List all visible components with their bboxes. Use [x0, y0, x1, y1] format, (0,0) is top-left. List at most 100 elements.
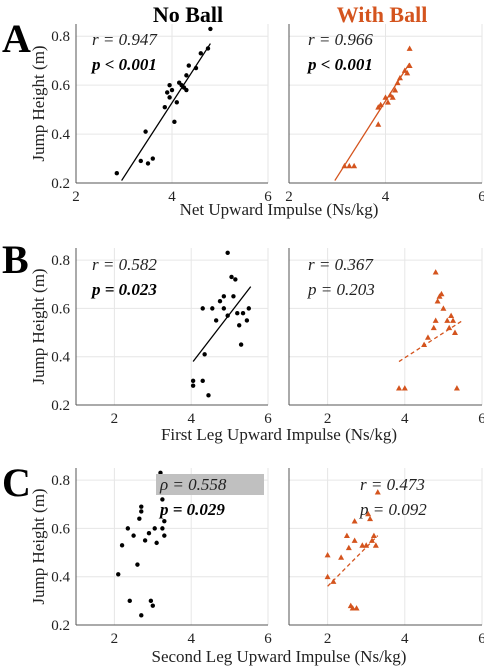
data-point — [404, 69, 411, 76]
data-point — [396, 74, 403, 81]
data-point — [206, 393, 211, 398]
data-point — [384, 99, 391, 105]
data-point — [351, 162, 358, 169]
stat-r-value: r = 0.947 — [92, 30, 158, 49]
data-point — [389, 94, 396, 100]
data-point — [382, 94, 389, 100]
data-point — [387, 91, 394, 98]
data-point — [341, 162, 348, 169]
data-point — [190, 383, 196, 388]
x-tick-label: 4 — [401, 411, 409, 427]
data-point — [210, 306, 215, 311]
data-point — [244, 318, 250, 323]
stat-p-value: p < 0.001 — [306, 55, 373, 74]
data-point — [365, 510, 372, 517]
data-point — [346, 162, 353, 169]
data-point — [392, 87, 399, 93]
x-tick-label: 2 — [72, 189, 80, 205]
data-point — [143, 129, 148, 134]
data-point — [351, 518, 358, 524]
x-tick-label: 2 — [324, 411, 332, 427]
y-tick-label: 0.2 — [51, 176, 70, 192]
data-point — [330, 578, 337, 584]
data-point — [186, 63, 191, 68]
data-point — [200, 378, 205, 384]
data-point — [174, 100, 179, 105]
x-tick-label: 4 — [187, 631, 195, 647]
data-point — [345, 544, 352, 551]
data-point — [246, 306, 251, 311]
data-point — [401, 67, 408, 73]
data-point — [450, 317, 457, 323]
data-point — [200, 306, 205, 311]
data-point — [116, 572, 121, 577]
data-point — [240, 311, 246, 316]
data-point — [368, 537, 375, 543]
y-tick-label: 0.8 — [51, 29, 70, 45]
data-point — [231, 294, 236, 299]
panel-letter-a: A — [2, 16, 31, 61]
y-tick-label: 0.8 — [51, 253, 70, 269]
data-point — [139, 613, 144, 618]
column-title-no-ball: No Ball — [153, 2, 223, 27]
data-point — [150, 603, 155, 608]
y-tick-label: 0.4 — [51, 350, 70, 366]
data-point — [160, 497, 165, 502]
x-axis-label: First Leg Upward Impulse (Ns/kg) — [161, 425, 397, 444]
data-point — [154, 540, 159, 546]
data-point — [184, 73, 189, 78]
y-tick-label: 0.2 — [51, 398, 70, 414]
data-point — [432, 269, 439, 275]
data-point — [125, 526, 131, 531]
data-point — [213, 318, 219, 323]
stat-p-value: p = 0.203 — [307, 280, 375, 299]
data-point — [169, 87, 175, 93]
data-point — [165, 90, 170, 95]
data-point — [377, 101, 384, 108]
data-point — [238, 342, 244, 347]
data-point — [237, 323, 242, 328]
data-point — [158, 470, 163, 476]
stat-p-value: p < 0.001 — [90, 55, 157, 74]
panel-a-with-ball: 2 4 6 r = 0.966 p < 0.001 — [285, 24, 484, 205]
data-point — [198, 51, 203, 56]
data-point — [145, 161, 151, 166]
stat-r-value: r = 0.473 — [360, 475, 425, 494]
data-point — [162, 533, 167, 538]
data-point — [424, 334, 431, 340]
data-point — [421, 341, 428, 348]
data-point — [138, 158, 143, 164]
x-tick-label: 4 — [187, 411, 195, 427]
stat-p-value: p = 0.092 — [359, 500, 427, 519]
x-tick-label: 2 — [111, 631, 119, 647]
x-tick-label: 6 — [478, 411, 484, 427]
data-point — [172, 119, 177, 125]
data-point — [162, 104, 167, 110]
data-point — [394, 79, 401, 86]
data-point — [440, 305, 447, 311]
stat-highlight-box — [156, 474, 264, 495]
y-tick-label: 0.6 — [51, 301, 70, 317]
panel-c-no-ball: 2 4 6 0.2 0.4 0.6 0.8 ρ = 0.558 p = 0.029 Second … — [29, 468, 406, 666]
x-tick-label: 6 — [264, 189, 272, 205]
y-tick-label: 0.4 — [51, 570, 70, 586]
data-point — [150, 156, 155, 161]
y-tick-label: 0.2 — [51, 618, 70, 634]
data-point — [148, 598, 154, 604]
regression-line — [327, 535, 379, 587]
data-point — [167, 95, 172, 100]
panel-b-with-ball: 2 4 6 r = 0.367 p = 0.203 — [288, 248, 484, 427]
panel-c-with-ball: 2 4 6 r = 0.473 p = 0.092 — [288, 468, 484, 647]
panel-letter-c: C — [2, 460, 31, 505]
x-tick-label: 6 — [478, 189, 484, 205]
x-tick-label: 4 — [168, 189, 176, 205]
data-point — [372, 542, 379, 548]
data-point — [225, 313, 230, 318]
column-title-with-ball: With Ball — [337, 2, 428, 27]
panel-a-no-ball: 2 4 6 0.2 0.4 0.6 0.8 r = 0.947 p < 0.001 Net Upw… — [29, 24, 378, 219]
data-point — [160, 526, 165, 531]
data-point — [324, 573, 331, 580]
data-point — [446, 324, 453, 331]
regression-line — [398, 319, 464, 363]
data-point — [434, 298, 441, 304]
